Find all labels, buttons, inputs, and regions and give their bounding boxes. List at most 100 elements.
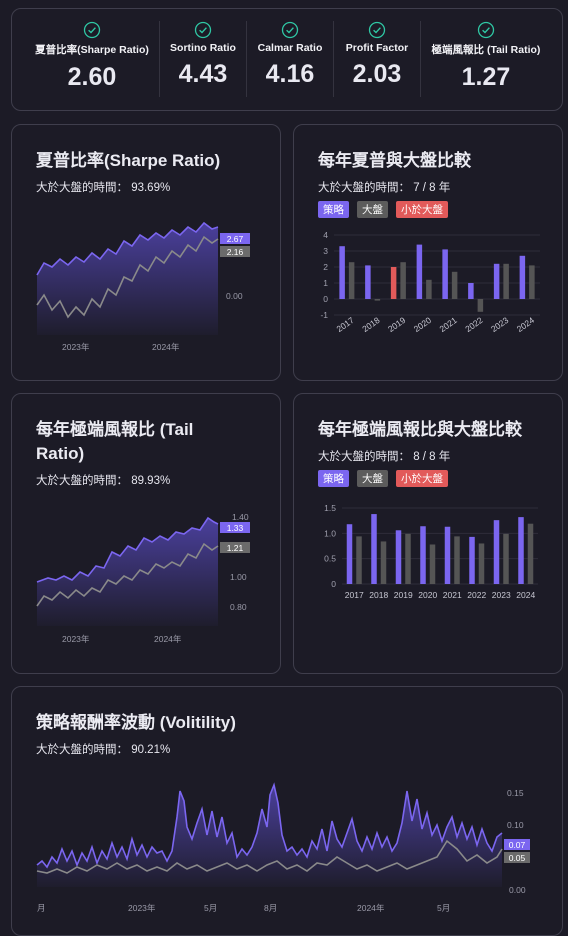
market-bar xyxy=(426,279,432,299)
y-tick-label: 4 xyxy=(323,230,328,240)
strategy-area xyxy=(37,518,218,626)
market-bar xyxy=(348,262,355,299)
strategy-bar xyxy=(519,255,526,299)
market-last-value: 0.05 xyxy=(509,853,526,863)
market-bar xyxy=(400,262,406,299)
card-title: 夏普比率(Sharpe Ratio) xyxy=(36,151,221,170)
check-circle-icon xyxy=(477,21,495,39)
strategy-last-badge xyxy=(220,233,250,244)
metric-value: 1.27 xyxy=(461,63,511,91)
volatility-card: 策略報酬率波動 (Volitility) 大於大盤的時間： 90.21% 0.1… xyxy=(11,686,563,936)
metric-label: Calmar Ratio xyxy=(257,42,323,54)
y-tick-label: 3 xyxy=(323,246,328,256)
x-tick-label: 2018 xyxy=(360,315,381,334)
market-bar xyxy=(478,543,485,584)
metric-value: 2.03 xyxy=(352,60,402,88)
y-tick-label: 1.40 xyxy=(232,512,249,522)
legend-below: 小於大盤 xyxy=(396,470,448,487)
metric-sortino: Sortino Ratio 4.43 xyxy=(160,9,246,110)
market-last-value: 1.21 xyxy=(227,543,244,553)
strategy-bar xyxy=(390,267,397,299)
strategy-bar xyxy=(469,536,475,584)
y-tick-label: 1.00 xyxy=(230,572,247,582)
y-tick-label: -1 xyxy=(320,310,328,320)
y-tick-label: 0.00 xyxy=(509,885,526,895)
x-tick-label: 2024年 xyxy=(152,342,180,352)
y-tick-label: 0.15 xyxy=(507,788,524,798)
x-tick-label: 2022 xyxy=(467,590,486,600)
strategy-bar xyxy=(444,526,451,584)
strategy-last-badge xyxy=(504,839,530,850)
x-tick-label: 2017 xyxy=(345,590,364,600)
x-tick-label: 2024 xyxy=(515,315,536,334)
card-subtitle: 大於大盤的時間： 90.21% xyxy=(36,744,171,756)
strategy-line xyxy=(36,221,219,276)
market-last-badge xyxy=(504,852,530,863)
metric-calmar: Calmar Ratio 4.16 xyxy=(247,9,333,110)
legend-market: 大盤 xyxy=(357,470,388,487)
market-line xyxy=(36,542,219,607)
metric-value: 2.60 xyxy=(67,63,117,91)
check-circle-icon xyxy=(368,21,386,39)
market-bar xyxy=(503,533,509,584)
legend-market: 大盤 xyxy=(357,201,388,218)
x-tick-label: 2023 xyxy=(492,590,511,600)
strategy-bar xyxy=(468,283,474,299)
check-circle-icon xyxy=(83,21,101,39)
metric-label: 夏普比率(Sharpe Ratio) xyxy=(35,44,149,56)
market-line xyxy=(36,839,503,874)
metric-label: 極端風報比 (Tail Ratio) xyxy=(431,44,541,56)
x-tick-label: 5月 xyxy=(437,903,450,913)
legend-strategy: 策略 xyxy=(318,201,349,218)
strategy-bar xyxy=(395,530,402,584)
card-subtitle: 大於大盤的時間： 8 / 8 年 xyxy=(318,451,451,463)
x-tick-label: 2022 xyxy=(463,315,484,334)
x-tick-label: 2024年 xyxy=(154,634,182,644)
strategy-last-badge xyxy=(220,522,250,533)
x-tick-label: 2021 xyxy=(443,590,462,600)
check-circle-icon xyxy=(194,21,212,39)
y-tick-label: 1.0 xyxy=(324,528,336,538)
metric-profit-factor: Profit Factor 2.03 xyxy=(334,9,420,110)
market-last-badge xyxy=(220,542,250,553)
market-bar xyxy=(529,265,535,299)
x-tick-label: 2024 xyxy=(516,590,535,600)
x-tick-label: 2018 xyxy=(369,590,388,600)
x-tick-label: 2017 xyxy=(335,315,356,334)
metric-label: Profit Factor xyxy=(345,42,409,54)
card-title: 策略報酬率波動 (Volitility) xyxy=(36,713,236,732)
x-tick-label: 2023年 xyxy=(62,342,90,352)
y-tick-label: 1 xyxy=(323,278,328,288)
sharpe-card: 夏普比率(Sharpe Ratio) 大於大盤的時間： 93.69% 2.67 … xyxy=(11,124,281,381)
strategy-bar xyxy=(371,514,377,584)
chart-legend: 策略 大盤 小於大盤 xyxy=(318,470,448,487)
strategy-bar xyxy=(518,517,524,584)
y-tick-label: 1.5 xyxy=(324,503,336,513)
divider xyxy=(246,21,247,97)
divider xyxy=(333,21,334,97)
market-bar xyxy=(356,536,362,584)
card-subtitle: 大於大盤的時間： 7 / 8 年 xyxy=(318,182,451,194)
market-last-value: 2.16 xyxy=(227,247,244,257)
metrics-panel: 夏普比率(Sharpe Ratio) 2.60 Sortino Ratio 4.… xyxy=(11,8,563,111)
market-bar xyxy=(451,271,458,299)
market-bar xyxy=(454,536,460,584)
check-circle-icon xyxy=(281,21,299,39)
x-tick-label: 2023 xyxy=(489,315,510,334)
strategy-bar xyxy=(365,265,371,299)
yearly-tail-card: 每年極端風報比與大盤比較 大於大盤的時間： 8 / 8 年 策略 大盤 小於大盤… xyxy=(293,393,563,674)
x-tick-label: 月 xyxy=(37,903,46,913)
y-tick-label: 0 xyxy=(331,579,336,589)
x-tick-label: 2023年 xyxy=(128,903,156,913)
metric-sharpe: 夏普比率(Sharpe Ratio) 2.60 xyxy=(24,9,160,110)
strategy-bar xyxy=(346,524,353,584)
y-tick-label: 0.00 xyxy=(226,291,243,301)
yearly-sharpe-card: 每年夏普與大盤比較 大於大盤的時間： 7 / 8 年 策略 大盤 小於大盤 4 3… xyxy=(293,124,563,381)
strategy-line xyxy=(36,782,503,869)
strategy-area xyxy=(37,785,502,887)
market-bar xyxy=(477,299,484,312)
market-last-badge xyxy=(220,246,250,257)
card-subtitle: 大於大盤的時間： 93.69% xyxy=(36,182,171,194)
market-bar xyxy=(405,533,411,584)
